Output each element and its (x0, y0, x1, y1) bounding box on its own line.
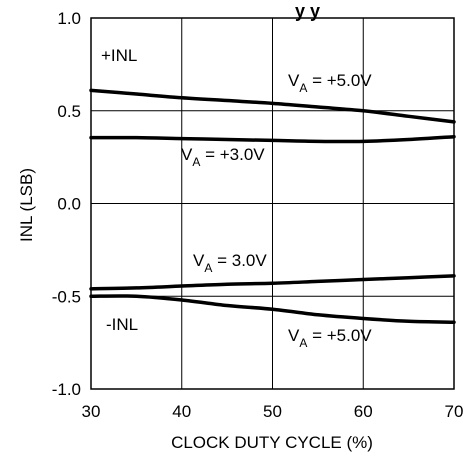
y-tick-label: 1.0 (57, 9, 81, 28)
tick-labels: 30 40 50 60 70 1.0 0.5 0.0 -0.5 -1.0 (52, 9, 464, 421)
annotation-va5-bottom: VA = +5.0V (288, 326, 372, 350)
y-tick-label: 0.0 (57, 195, 81, 214)
y-axis-title: INL (LSB) (17, 168, 36, 242)
annotation-va3-bottom: VA = 3.0V (193, 251, 267, 275)
y-tick-label: 0.5 (57, 102, 81, 121)
annotation-va3-top: VA = +3.0V (181, 145, 265, 169)
series-line (89, 134, 456, 144)
series-line (89, 294, 456, 324)
x-tick-label: 50 (263, 402, 282, 421)
x-axis-title: CLOCK DUTY CYCLE (%) (171, 433, 373, 452)
y-tick-label: -0.5 (52, 287, 81, 306)
annotations: +INL -INL VA = +5.0V VA = +3.0V VA = 3.0V VA … (101, 46, 372, 350)
chart-title: y y (295, 1, 320, 21)
annotation-va5-top: VA = +5.0V (288, 71, 372, 95)
x-tick-label: 70 (445, 402, 464, 421)
x-tick-label: 30 (82, 402, 101, 421)
x-tick-label: 60 (354, 402, 373, 421)
annotation-minus-inl: -INL (106, 315, 138, 334)
series-layer (89, 88, 456, 324)
y-tick-label: -1.0 (52, 380, 81, 399)
x-tick-label: 40 (172, 402, 191, 421)
grid-lines (91, 18, 454, 389)
series-line (89, 274, 456, 291)
series-line (89, 88, 456, 124)
annotation-plus-inl: +INL (101, 46, 137, 65)
plot-frame (90, 17, 455, 390)
